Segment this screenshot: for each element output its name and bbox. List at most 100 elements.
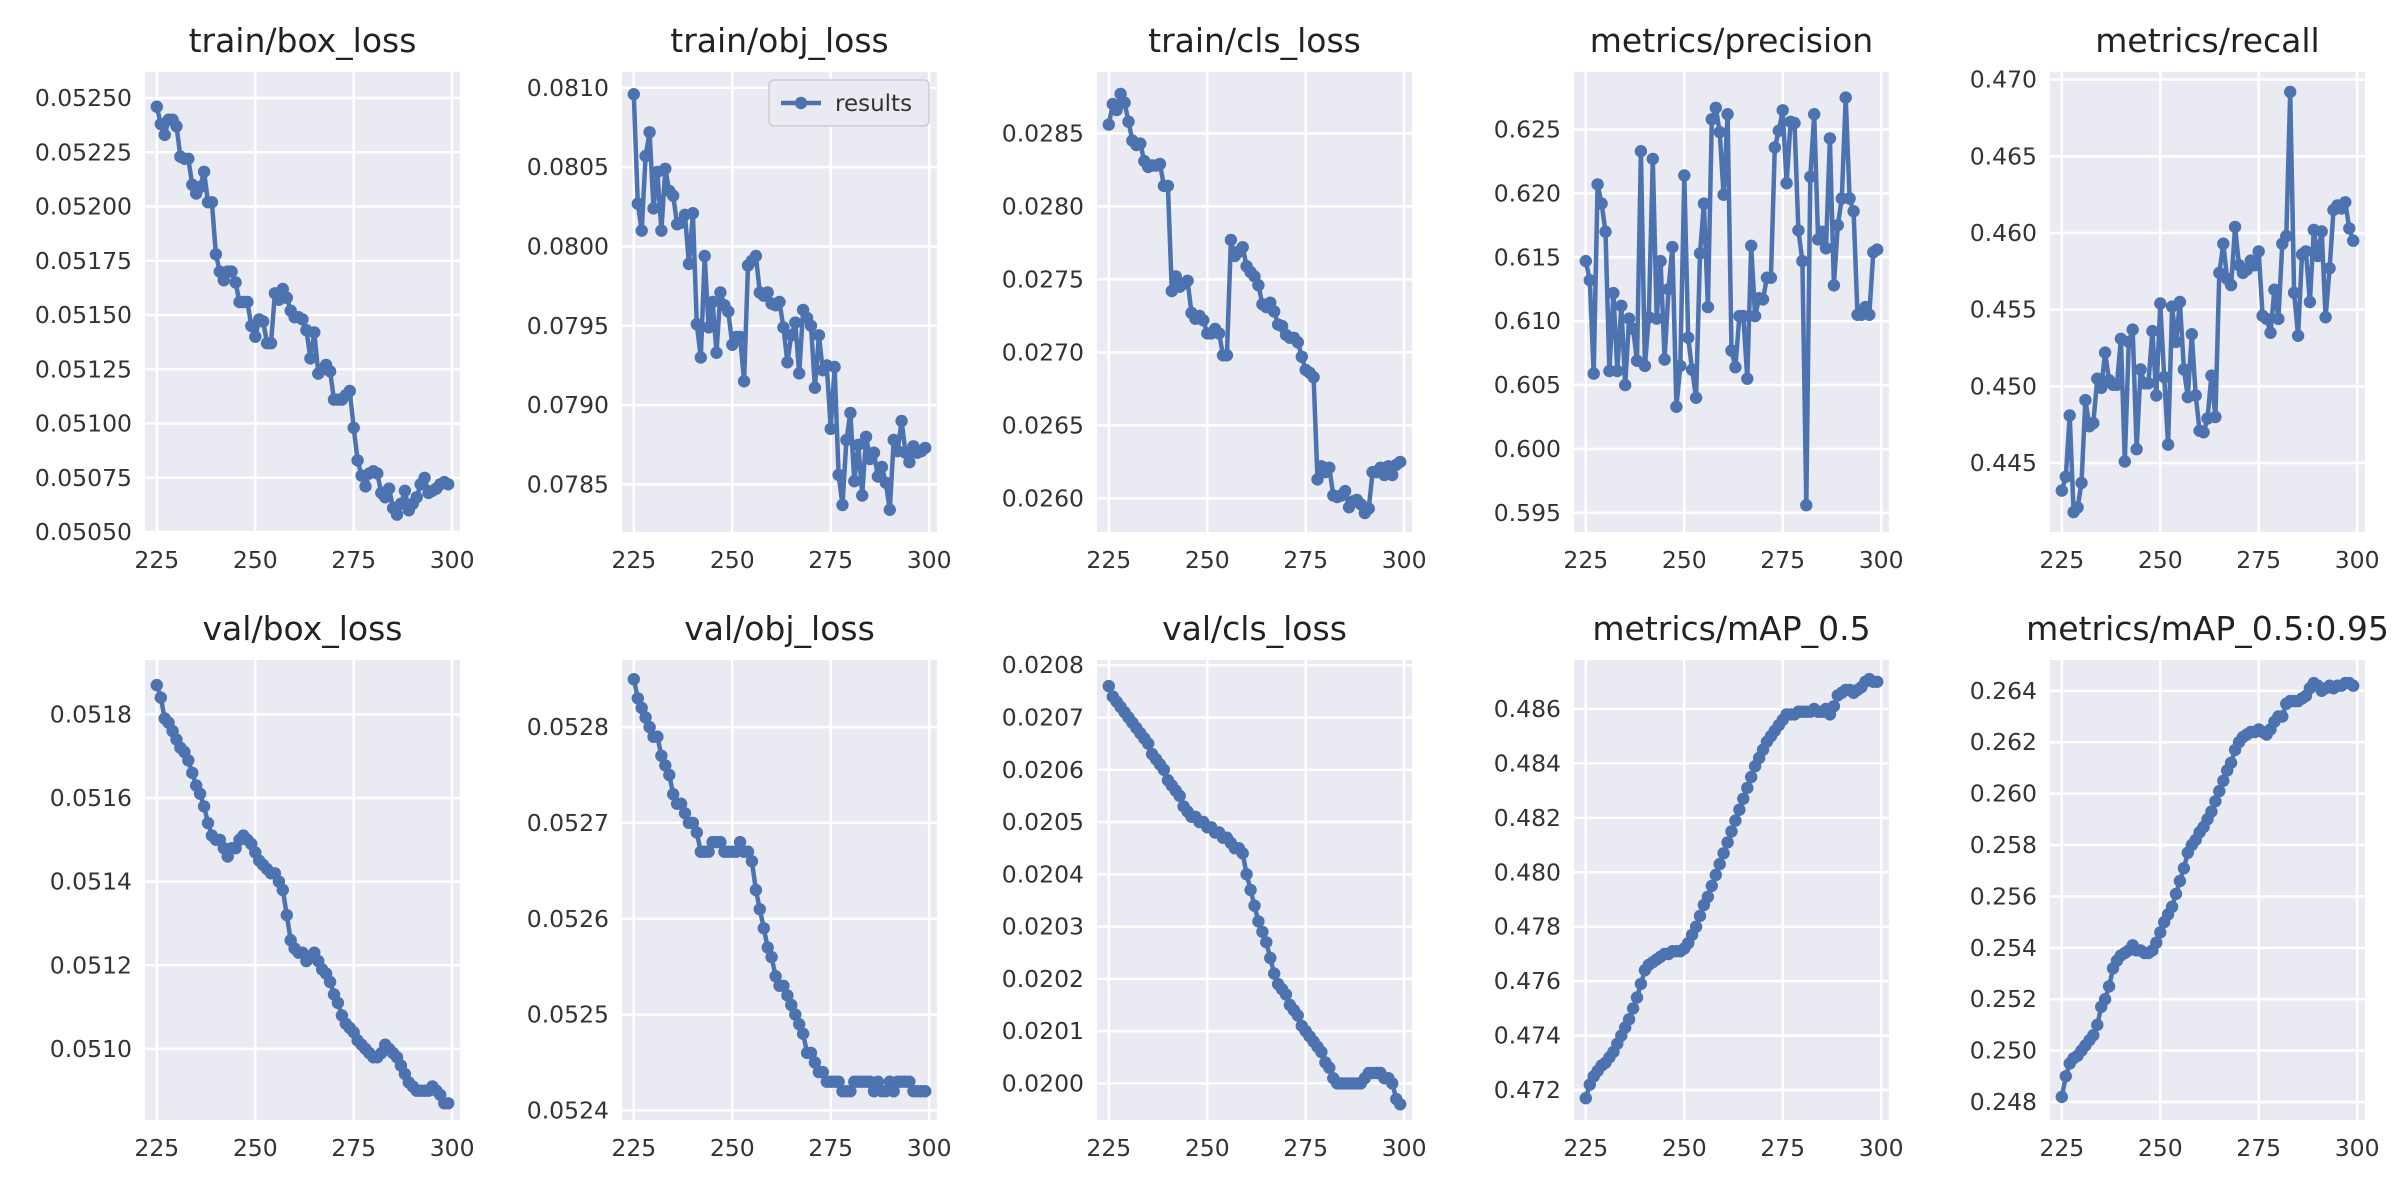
panel-5-point-59 <box>2287 286 2301 299</box>
panel-5-point-11 <box>2098 346 2112 359</box>
panel-6-point-33 <box>280 908 293 922</box>
panel-2-point-63 <box>875 460 889 474</box>
panel-4-point-54 <box>1792 224 1805 237</box>
panel-8-ytick-label-0: 0.0200 <box>1002 1069 1084 1097</box>
panel-8: val/cls_loss 0.0200 0.0201 0.0202 0.0203 0.02… <box>1002 609 1427 1162</box>
panel-5-point-74 <box>2347 234 2360 247</box>
panel-7-point-41 <box>789 1008 802 1021</box>
panel-1-point-39 <box>304 352 317 365</box>
panel-10-point-1 <box>2059 1070 2072 1083</box>
panel-3-xtick-label-0: 225 <box>1086 546 1131 574</box>
panel-5-point-66 <box>2315 225 2328 238</box>
panel-5-point-36 <box>2197 426 2210 439</box>
panel-5-point-27 <box>2161 438 2175 451</box>
panel-9-title: metrics/mAP_0.5 <box>1592 609 1870 648</box>
panel-1-point-20 <box>229 276 242 289</box>
panel-2-point-46 <box>808 381 822 394</box>
panel-4-point-36 <box>1721 108 1734 121</box>
panel-5-point-57 <box>2280 229 2293 243</box>
panel-4-xtick-label-0: 225 <box>1563 546 1608 574</box>
panel-6-ytick-label-2: 0.0514 <box>50 868 132 896</box>
panel-3-point-34 <box>1236 241 1249 254</box>
panel-7-point-42 <box>793 1017 806 1031</box>
panel-9-point-36 <box>1721 836 1734 849</box>
panel-4-point-38 <box>1729 361 1742 374</box>
panel-7-xtick-label-1: 250 <box>710 1134 755 1162</box>
panel-7-xtick-label-3: 300 <box>907 1134 952 1162</box>
panel-10-xtick-label-2: 275 <box>2236 1134 2281 1162</box>
panel-5-point-26 <box>2158 370 2171 384</box>
panel-6-point-32 <box>276 883 289 897</box>
panel-5-xtick-label-3: 300 <box>2335 546 2380 574</box>
panel-4-point-15 <box>1638 359 1652 373</box>
panel-4-point-14 <box>1634 145 1648 158</box>
panel-9-plot-area <box>1574 660 1889 1120</box>
panel-7-point-34 <box>761 941 774 954</box>
panel-4-point-7 <box>1607 286 1620 300</box>
panel-8-point-56 <box>1323 1061 1336 1074</box>
panel-9-ytick-label-5: 0.482 <box>1494 804 1561 832</box>
panel-5-point-0 <box>2055 484 2068 497</box>
panel-10-ytick-label-1: 0.250 <box>1970 1037 2037 1065</box>
panel-2-point-20 <box>706 295 719 309</box>
panel-3-point-2 <box>1110 103 1123 117</box>
panel-9-point-11 <box>1622 1013 1636 1026</box>
panel-2-legend-marker <box>794 96 808 110</box>
panel-4-point-21 <box>1662 283 1675 296</box>
panel-8-xtick-label-0: 225 <box>1086 1134 1131 1162</box>
panel-7-point-3 <box>639 711 652 724</box>
panel-1-point-27 <box>256 315 270 328</box>
panel-9-ytick-label-2: 0.476 <box>1494 967 1561 995</box>
panel-4-point-30 <box>1697 197 1711 210</box>
panel-8-ytick-label-8: 0.0208 <box>1002 651 1084 679</box>
panel-9-point-42 <box>1745 770 1758 784</box>
panel-10-point-30 <box>2173 874 2187 888</box>
panel-1-point-49 <box>343 384 356 398</box>
panel-4-xtick-label-2: 275 <box>1760 546 1805 574</box>
panel-9-point-37 <box>1725 825 1738 838</box>
panel-4-point-0 <box>1579 254 1593 268</box>
panel-6-point-9 <box>186 766 199 780</box>
panel-5-point-4 <box>2071 501 2084 514</box>
panel-10-ytick-label-4: 0.256 <box>1970 882 2037 910</box>
panel-4-title: metrics/precision <box>1590 21 1873 60</box>
panel-4-point-1 <box>1583 274 1597 287</box>
panel-9-ytick-label-3: 0.478 <box>1494 913 1561 941</box>
panel-1-point-40 <box>308 326 321 339</box>
panel-1-point-66 <box>410 491 423 504</box>
panel-2-legend-box <box>768 79 930 127</box>
panel-4-ytick-label-6: 0.625 <box>1494 116 1561 144</box>
panel-2-point-70 <box>903 456 916 469</box>
panel-5-point-65 <box>2311 249 2324 263</box>
panel-1-xtick-label-1: 250 <box>233 546 278 574</box>
panel-8-point-18 <box>1173 789 1186 803</box>
panel-5-point-33 <box>2185 328 2198 341</box>
panel-2-point-31 <box>749 249 763 263</box>
panel-2-point-55 <box>844 406 857 420</box>
panel-10-title: metrics/mAP_0.5:0.95 <box>2026 609 2389 648</box>
panel-3-point-72 <box>1386 468 1399 482</box>
panel-10-ytick-label-0: 0.248 <box>1970 1088 2037 1116</box>
panel-1-point-14 <box>205 196 219 209</box>
panel-1-ytick-label-2: 0.05100 <box>35 410 132 438</box>
panel-2-point-57 <box>852 438 865 451</box>
panel-10-plot-area <box>2050 660 2365 1120</box>
panel-8-point-34 <box>1236 847 1249 860</box>
panel-2-ytick-label-1: 0.0790 <box>527 391 609 419</box>
panel-4-point-49 <box>1772 124 1786 137</box>
panel-8-xtick-label-3: 300 <box>1382 1134 1427 1162</box>
panel-2-point-8 <box>659 162 672 175</box>
panel-10-point-43 <box>2224 756 2238 769</box>
panel-7-point-74 <box>919 1085 932 1098</box>
panel-2-point-37 <box>773 295 786 309</box>
panel-4-xtick-label-1: 250 <box>1662 546 1707 574</box>
panel-4-ytick-label-1: 0.600 <box>1494 435 1561 463</box>
panel-2: train/obj_loss 0.0785 0.0790 0.0795 0.0800 0.… <box>527 21 952 574</box>
panel-2-point-42 <box>793 367 806 380</box>
panel-8-xtick-label-1: 250 <box>1185 1134 1230 1162</box>
panel-2-point-16 <box>690 318 703 331</box>
panel-4: metrics/precision 0.595 0.600 0.605 0.610 0.6… <box>1494 21 1904 574</box>
panel-5-point-1 <box>2059 470 2072 483</box>
panel-2-title: train/obj_loss <box>670 21 888 60</box>
panel-10-ytick-label-3: 0.254 <box>1970 934 2037 962</box>
